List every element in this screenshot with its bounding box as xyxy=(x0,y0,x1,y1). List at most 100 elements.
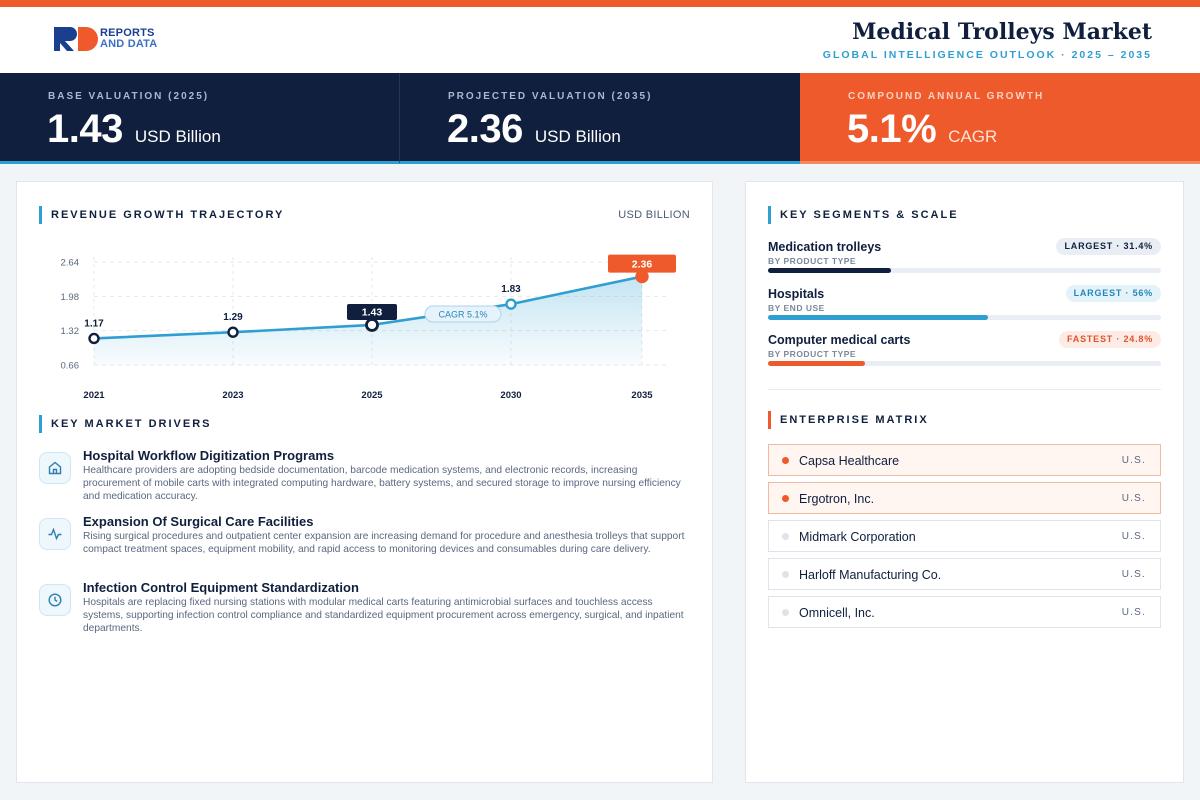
data-point[interactable] xyxy=(88,332,100,345)
segment-name: Computer medical carts xyxy=(768,333,911,347)
enterprise-name: Ergotron, Inc. xyxy=(799,492,875,506)
y-tick-label: 0.66 xyxy=(61,361,80,372)
driver-title: Hospital Workflow Digitization Programs xyxy=(83,448,335,463)
top-accent-bar xyxy=(0,0,1200,7)
status-dot xyxy=(782,571,789,578)
enterprise-row[interactable]: Midmark Corporation U.S. xyxy=(768,520,1161,552)
y-tick-label: 1.32 xyxy=(61,326,80,337)
enterprise-country: U.S. xyxy=(1121,455,1146,466)
segments-section-title: KEY SEGMENTS & SCALE xyxy=(768,206,959,224)
segment-category: BY PRODUCT TYPE xyxy=(768,256,857,266)
enterprise-name: Omnicell, Inc. xyxy=(799,606,875,620)
y-tick-label: 2.64 xyxy=(61,258,80,269)
page-title: Medical Trolleys Market xyxy=(852,19,1152,45)
activity-icon xyxy=(39,518,71,550)
revenue-chart: 2.64 1.98 1.32 0.66 2021 2023 2025 2030 2035 1.1… xyxy=(61,254,676,401)
brand-logo[interactable]: REPORTS AND DATA xyxy=(54,27,157,51)
kpi-value-group: 5.1% CAGR xyxy=(847,107,997,152)
data-point[interactable] xyxy=(505,298,517,310)
x-tick-label: 2030 xyxy=(500,390,521,401)
x-tick-label: 2021 xyxy=(83,390,105,401)
kpi-unit: USD Billion xyxy=(134,127,221,146)
hospital-icon xyxy=(39,452,71,484)
kpi-value: 5.1% xyxy=(847,107,937,151)
status-dot xyxy=(782,533,789,540)
enterprise-section-title: ENTERPRISE MATRIX xyxy=(768,411,929,429)
brand-line-2: AND DATA xyxy=(100,38,158,50)
enterprise-name: Midmark Corporation xyxy=(799,530,916,544)
data-label: 1.83 xyxy=(501,284,521,295)
segment-share-fill xyxy=(768,315,989,320)
kpi-unit: USD Billion xyxy=(534,127,621,146)
segment-share-track xyxy=(768,361,1161,366)
enterprise-country: U.S. xyxy=(1121,569,1146,580)
data-point[interactable] xyxy=(365,318,379,332)
page-header: REPORTS AND DATA Medical Trolleys Market… xyxy=(0,7,1200,73)
segment-badge: LARGEST · 56% xyxy=(1065,285,1161,302)
value-callout xyxy=(347,303,397,320)
data-label: 2.36 xyxy=(632,258,653,270)
clock-icon xyxy=(39,584,71,616)
segment-category: BY PRODUCT TYPE xyxy=(768,349,857,359)
revenue-section-title: REVENUE GROWTH TRAJECTORY xyxy=(39,206,284,224)
kpi-base-valuation: BASE VALUATION (2025) 1.43 USD Billion xyxy=(0,73,400,164)
enterprise-row[interactable]: Harloff Manufacturing Co. U.S. xyxy=(768,558,1161,590)
segment-badge: FASTEST · 24.8% xyxy=(1058,331,1161,348)
enterprise-name: Harloff Manufacturing Co. xyxy=(799,568,942,582)
status-dot xyxy=(782,457,789,464)
driver-title: Expansion Of Surgical Care Facilities xyxy=(83,514,314,529)
enterprise-row[interactable]: Omnicell, Inc. U.S. xyxy=(768,596,1161,628)
segment-share-track xyxy=(768,315,1161,320)
kpi-label: COMPOUND ANNUAL GROWTH xyxy=(848,91,1045,102)
driver-description: Hospitals are replacing fixed nursing st… xyxy=(83,597,684,634)
logo-mark-icon xyxy=(54,27,98,51)
kpi-strip: BASE VALUATION (2025) 1.43 USD Billion P… xyxy=(0,73,1200,164)
brand-wordmark: REPORTS AND DATA xyxy=(100,28,157,50)
y-tick-label: 1.98 xyxy=(61,292,80,303)
segment-share-fill xyxy=(768,268,892,273)
x-tick-label: 2025 xyxy=(361,390,383,401)
kpi-unit: CAGR xyxy=(948,127,998,146)
kpi-value: 1.43 xyxy=(47,107,123,151)
data-label: 1.29 xyxy=(223,312,243,323)
chart-unit-label: USD BILLION xyxy=(618,209,690,221)
segments-card: KEY SEGMENTS & SCALE Medication trolleys… xyxy=(745,181,1184,783)
kpi-projected-valuation: PROJECTED VALUATION (2035) 2.36 USD Bill… xyxy=(400,73,800,164)
value-callout xyxy=(608,254,676,273)
page-subtitle: GLOBAL INTELLIGENCE OUTLOOK · 2025 – 203… xyxy=(822,49,1152,61)
enterprise-country: U.S. xyxy=(1121,493,1146,504)
enterprise-country: U.S. xyxy=(1121,531,1146,542)
segment-share-track xyxy=(768,268,1161,273)
enterprise-row[interactable]: Ergotron, Inc. U.S. xyxy=(768,482,1161,514)
segment-share-fill xyxy=(768,361,866,366)
data-label: 1.43 xyxy=(362,307,383,319)
enterprise-country: U.S. xyxy=(1121,607,1146,618)
enterprise-row[interactable]: Capsa Healthcare U.S. xyxy=(768,444,1161,476)
driver-description: Healthcare providers are adopting bedsid… xyxy=(83,465,681,502)
enterprise-name: Capsa Healthcare xyxy=(799,454,900,468)
x-tick-label: 2035 xyxy=(631,390,653,401)
segment-badge: LARGEST · 31.4% xyxy=(1056,238,1161,255)
segment-name: Hospitals xyxy=(768,287,825,301)
status-dot xyxy=(782,609,789,616)
cagr-annotation-pill xyxy=(424,305,502,323)
area-fill xyxy=(94,276,642,365)
segment-name: Medication trolleys xyxy=(768,240,882,254)
kpi-cagr: COMPOUND ANNUAL GROWTH 5.1% CAGR xyxy=(800,73,1200,164)
section-divider xyxy=(768,389,1161,390)
drivers-section-title: KEY MARKET DRIVERS xyxy=(39,415,211,433)
revenue-card: REVENUE GROWTH TRAJECTORY USD BILLION 2.… xyxy=(16,181,713,783)
data-point[interactable] xyxy=(635,269,649,284)
kpi-label: PROJECTED VALUATION (2035) xyxy=(448,91,653,102)
cagr-annotation: CAGR 5.1% xyxy=(438,310,487,320)
driver-title: Infection Control Equipment Standardizat… xyxy=(83,580,359,595)
driver-description: Rising surgical procedures and outpatien… xyxy=(83,531,685,555)
status-dot xyxy=(782,495,789,502)
x-tick-label: 2023 xyxy=(222,390,243,401)
data-label: 1.17 xyxy=(84,318,104,329)
brand-line-1: REPORTS xyxy=(100,27,155,39)
kpi-value-group: 1.43 USD Billion xyxy=(47,107,221,152)
kpi-value: 2.36 xyxy=(447,107,523,151)
kpi-value-group: 2.36 USD Billion xyxy=(447,107,621,152)
data-point[interactable] xyxy=(227,326,239,338)
